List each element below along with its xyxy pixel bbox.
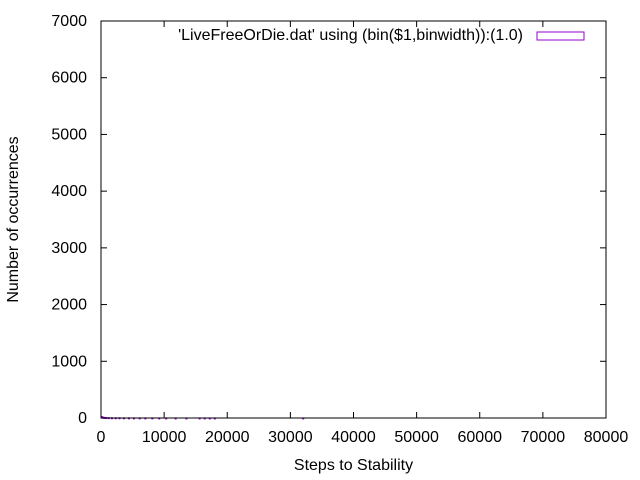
x-axis: 0 10000 20000 30000 40000 50000 60000 70000 8000… <box>97 21 629 446</box>
plot-frame <box>100 20 607 419</box>
x-tick-label: 0 <box>97 429 106 446</box>
x-tick-label: 60000 <box>458 429 503 446</box>
x-tick-label: 10000 <box>142 429 187 446</box>
y-tick-label: 3000 <box>51 240 87 257</box>
x-axis-title: Steps to Stability <box>294 457 413 474</box>
x-tick-label: 70000 <box>521 429 566 446</box>
legend: 'LiveFreeOrDie.dat' using (bin($1,binwid… <box>178 27 585 44</box>
y-tick-label: 5000 <box>51 126 87 143</box>
y-tick-label: 0 <box>78 410 87 427</box>
y-axis-title: Number of occurrences <box>5 136 22 302</box>
x-tick-label: 50000 <box>394 429 439 446</box>
legend-series-label: 'LiveFreeOrDie.dat' using (bin($1,binwid… <box>178 27 523 44</box>
y-tick-label: 2000 <box>51 297 87 314</box>
y-tick-label: 1000 <box>51 353 87 370</box>
x-tick-label: 80000 <box>584 429 629 446</box>
x-tick-label: 20000 <box>205 429 250 446</box>
x-tick-label: 40000 <box>331 429 376 446</box>
legend-series-swatch <box>536 31 585 41</box>
y-axis: 0 1000 2000 3000 4000 5000 6000 7000 <box>51 13 606 427</box>
y-tick-label: 6000 <box>51 70 87 87</box>
y-tick-label: 7000 <box>51 13 87 30</box>
y-tick-label: 4000 <box>51 183 87 200</box>
x-tick-label: 30000 <box>268 429 313 446</box>
